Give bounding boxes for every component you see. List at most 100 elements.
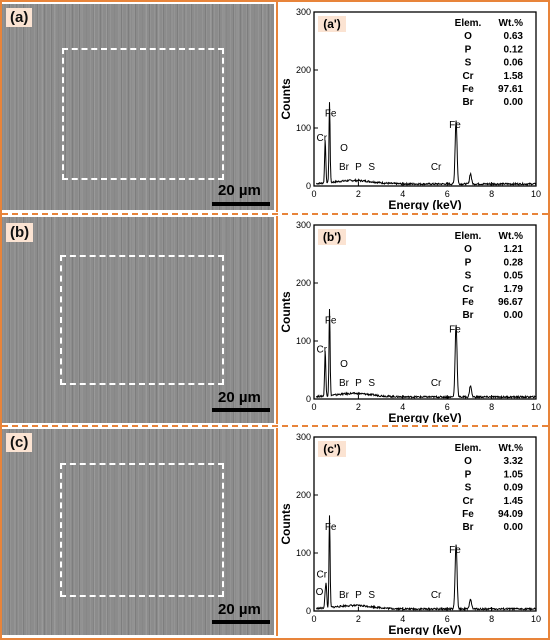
eds-chart-a: 0 2 4 6 8 10 0 100 200 300 Energy (keV) Counts Cr Fe O… <box>278 4 546 212</box>
table-cell-wt: 0.28 <box>504 257 524 268</box>
y-tick-label: 200 <box>296 490 311 500</box>
table-cell-wt: 0.05 <box>504 271 524 282</box>
peak-label: P <box>355 378 362 389</box>
sem-image-a: (a) 20 µm <box>2 4 274 210</box>
peak-label: Cr <box>316 569 327 580</box>
chart-panel-label: (a') <box>323 17 341 31</box>
row-divider <box>2 425 548 427</box>
x-tick-label: 4 <box>400 189 405 199</box>
peak-label: Cr <box>431 378 442 389</box>
chart-label-bg <box>318 229 346 245</box>
y-tick-label: 0 <box>306 181 311 191</box>
x-tick-label: 8 <box>489 402 494 412</box>
table-header-wt: Wt.% <box>499 443 524 454</box>
peak-label: Fe <box>449 120 461 131</box>
y-tick-label: 0 <box>306 394 311 404</box>
scale-bar <box>212 408 270 412</box>
selection-box <box>60 255 224 385</box>
y-tick-label: 0 <box>306 606 311 616</box>
table-header-wt: Wt.% <box>499 18 524 29</box>
table-cell-wt: 1.79 <box>504 284 524 295</box>
table-cell-elem: Fe <box>462 509 474 520</box>
table-header-wt: Wt.% <box>499 231 524 242</box>
sem-image-c: (c) 20 µm <box>2 429 274 635</box>
peak-label: Br <box>339 378 350 389</box>
panel-label: (b) <box>6 223 34 242</box>
y-axis-label: Counts <box>279 291 293 333</box>
table-cell-elem: Cr <box>462 71 473 82</box>
x-tick-label: 6 <box>445 614 450 624</box>
table-cell-elem: Br <box>462 310 473 321</box>
chart-panel-label: (b') <box>323 230 341 244</box>
x-tick-label: 4 <box>400 614 405 624</box>
table-cell-elem: P <box>465 257 472 268</box>
x-tick-label: 10 <box>531 614 541 624</box>
y-tick-label: 100 <box>296 336 311 346</box>
peak-label: Cr <box>316 345 327 356</box>
peak-label: Br <box>339 590 350 601</box>
scale-label: 20 µm <box>218 389 261 406</box>
table-cell-elem: P <box>465 469 472 480</box>
y-tick-label: 300 <box>296 7 311 17</box>
x-axis-label: Energy (keV) <box>388 623 461 635</box>
plot-frame <box>313 11 537 187</box>
table-cell-wt: 1.58 <box>504 71 524 82</box>
selection-box <box>60 463 224 597</box>
chart-panel-label: (c') <box>323 442 341 456</box>
peak-label: P <box>355 162 362 173</box>
x-tick-label: 2 <box>356 614 361 624</box>
table-cell-wt: 94.09 <box>498 509 523 520</box>
chart-label-bg <box>318 441 346 457</box>
column-divider <box>276 428 278 636</box>
table-cell-wt: 96.67 <box>498 297 523 308</box>
table-cell-wt: 1.21 <box>504 244 524 255</box>
table-cell-wt: 0.06 <box>504 58 524 69</box>
x-tick-label: 2 <box>356 189 361 199</box>
table-cell-elem: O <box>464 456 472 467</box>
x-tick-label: 6 <box>445 402 450 412</box>
table-cell-wt: 3.32 <box>504 456 524 467</box>
table-cell-elem: S <box>465 271 472 282</box>
scale-bar <box>212 620 270 624</box>
peak-label: Br <box>339 162 350 173</box>
peak-label: Fe <box>325 108 337 119</box>
table-cell-elem: S <box>465 483 472 494</box>
table-cell-wt: 97.61 <box>498 84 523 95</box>
peak-label: O <box>316 587 324 598</box>
table-cell-elem: Br <box>462 97 473 108</box>
peak-label: O <box>340 359 348 370</box>
row-divider <box>2 213 548 215</box>
spectrum-line <box>316 102 537 187</box>
x-axis-label: Energy (keV) <box>388 411 461 423</box>
panel-label: (a) <box>6 8 33 27</box>
y-tick-label: 200 <box>296 278 311 288</box>
peak-label: Cr <box>431 590 442 601</box>
table-cell-wt: 0.00 <box>504 97 524 108</box>
peak-label: O <box>340 143 348 154</box>
table-cell-wt: 0.00 <box>504 310 524 321</box>
peak-label: Cr <box>316 133 327 144</box>
peak-label: Fe <box>449 324 461 335</box>
table-cell-elem: Fe <box>462 84 474 95</box>
table-header-elem: Elem. <box>455 231 482 242</box>
eds-chart-b: 0 2 4 6 8 10 0 100 200 300 Energy (keV) Counts Cr Fe O… <box>278 217 546 425</box>
x-tick-label: 0 <box>311 189 316 199</box>
spectrum-line <box>315 515 537 612</box>
y-tick-label: 100 <box>296 123 311 133</box>
x-tick-label: 8 <box>489 614 494 624</box>
table-cell-wt: 0.12 <box>504 44 524 55</box>
plot-frame <box>313 436 537 612</box>
peak-label: S <box>368 378 375 389</box>
table-cell-wt: 1.45 <box>504 496 524 507</box>
table-cell-elem: Br <box>462 522 473 533</box>
y-tick-label: 300 <box>296 432 311 442</box>
spectrum-line <box>315 308 537 400</box>
x-tick-label: 0 <box>311 402 316 412</box>
selection-box <box>62 48 224 180</box>
plot-frame <box>313 224 537 400</box>
table-cell-wt: 0.09 <box>504 483 524 494</box>
peak-label: S <box>368 162 375 173</box>
peak-label: Fe <box>449 545 461 556</box>
sem-image-b: (b) 20 µm <box>2 217 274 423</box>
x-tick-label: 0 <box>311 614 316 624</box>
